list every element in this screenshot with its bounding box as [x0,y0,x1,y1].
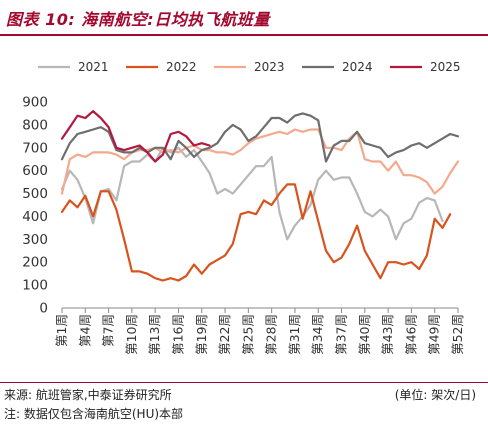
unit-text: (单位: 架次/日) [394,388,476,402]
x-tick-label: 第16周 [170,314,185,355]
x-tick-label: 第7周 [101,314,116,347]
x-tick-label: 第40周 [357,314,372,355]
x-tick-label: 第10周 [124,314,139,355]
series-line-2022 [60,183,452,282]
x-tick-label: 第31周 [287,314,302,355]
x-tick-label: 第28周 [264,314,279,355]
y-tick-label: 400 [22,209,48,225]
y-tick-label: 0 [39,301,48,317]
y-tick-label: 500 [22,186,48,202]
y-tick-label: 700 [22,140,48,156]
legend-label: 2021 [78,60,109,74]
line-chart: 2021 2022 2023 2024 2025 0 100 200 300 400 500 600… [22,60,465,355]
note-text: 注: 数据仅包含海南航空(HU)本部 [4,407,184,421]
series-line-2021 [60,146,444,241]
x-tick-label: 第43周 [380,314,395,355]
y-tick-label: 800 [22,117,48,133]
figure-title: 图表 10: 海南航空:日均执飞航班量 [6,10,270,29]
x-tick-label: 第1周 [54,314,69,347]
y-tick-label: 100 [22,278,48,294]
y-tick-label: 900 [22,95,48,111]
x-tick-label: 第34周 [310,314,325,355]
series-lines [60,110,460,282]
series-line-2024 [60,112,460,163]
x-tick-label: 第22周 [217,314,232,355]
x-tick-label: 第46周 [403,314,418,355]
x-tick-label: 第25周 [240,314,255,355]
legend: 2021 2022 2023 2024 2025 [38,60,461,74]
title-rule [0,34,488,36]
y-axis: 0 100 200 300 400 500 600 700 800 900 [22,95,48,317]
series-line-2025 [60,110,211,163]
y-tick-label: 300 [22,232,48,248]
legend-label: 2025 [430,60,461,74]
source-text: 来源: 航班管家,中泰证券研究所 [4,388,172,402]
footer-rule [0,382,488,383]
x-tick-label: 第4周 [77,314,92,347]
x-tick-label: 第37周 [334,314,349,355]
legend-label: 2023 [254,60,285,74]
series-line-2023 [60,128,460,195]
legend-label: 2024 [342,60,373,74]
y-tick-label: 600 [22,163,48,179]
legend-label: 2022 [166,60,197,74]
x-tick-label: 第13周 [147,314,162,355]
x-tick-label: 第52周 [450,314,465,355]
x-tick-label: 第49周 [427,314,442,355]
x-tick-label: 第19周 [194,314,209,355]
x-axis: 第1周 第4周 第7周 第10周 第13周 第16周 第19周 第22周 第25周 第28周 第31… [54,307,465,355]
y-tick-label: 200 [22,255,48,271]
